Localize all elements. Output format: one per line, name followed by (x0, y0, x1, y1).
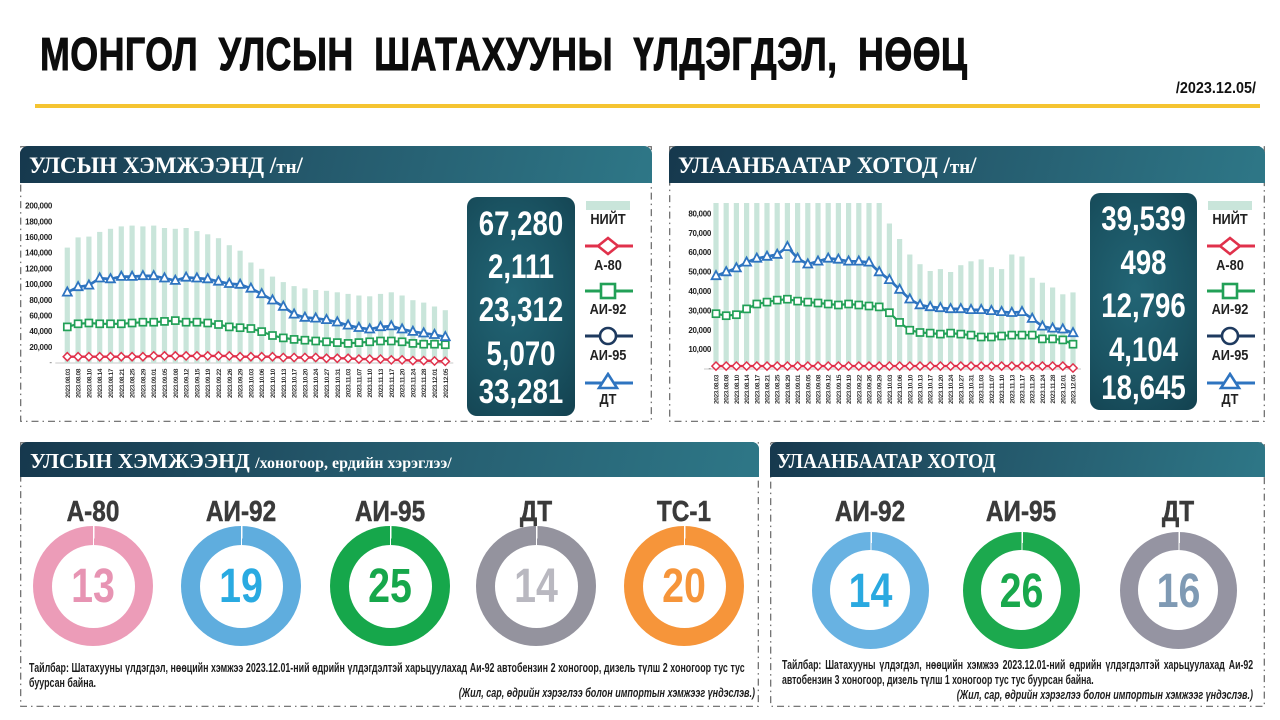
svg-text:2023.11.10: 2023.11.10 (367, 368, 374, 397)
svg-text:2023.09.15: 2023.09.15 (836, 374, 843, 404)
svg-text:2023.09.19: 2023.09.19 (846, 374, 853, 404)
svg-text:2023.10.24: 2023.10.24 (313, 368, 320, 398)
svg-text:2023.09.08: 2023.09.08 (173, 368, 180, 398)
svg-text:2023.08.14: 2023.08.14 (97, 368, 104, 398)
svg-text:2023.08.17: 2023.08.17 (754, 374, 761, 404)
svg-text:2023.09.12: 2023.09.12 (826, 374, 833, 404)
svg-text:2023.08.10: 2023.08.10 (86, 368, 93, 398)
svg-text:2023.10.20: 2023.10.20 (938, 374, 945, 404)
svg-text:-: - (49, 358, 52, 367)
svg-text:200,000: 200,000 (25, 202, 53, 211)
svg-text:60,000: 60,000 (29, 312, 53, 321)
svg-text:2023.08.08: 2023.08.08 (76, 368, 83, 398)
svg-text:2023.10.17: 2023.10.17 (292, 368, 299, 398)
svg-text:2023.10.27: 2023.10.27 (958, 374, 965, 404)
svg-text:50,000: 50,000 (688, 268, 712, 277)
svg-text:2023.11.28: 2023.11.28 (1050, 374, 1057, 403)
svg-text:2023.11.17: 2023.11.17 (389, 368, 396, 397)
svg-text:2023.10.31: 2023.10.31 (335, 368, 342, 398)
svg-text:2023.12.01: 2023.12.01 (1060, 374, 1067, 404)
svg-text:2023.12.05: 2023.12.05 (443, 368, 450, 398)
svg-text:2023.11.24: 2023.11.24 (1040, 374, 1047, 403)
svg-text:70,000: 70,000 (688, 229, 712, 238)
svg-text:2023.12.01: 2023.12.01 (432, 368, 439, 398)
svg-text:2023.08.29: 2023.08.29 (140, 368, 147, 398)
svg-text:2023.11.24: 2023.11.24 (410, 368, 417, 397)
svg-text:2023.09.29: 2023.09.29 (238, 368, 245, 398)
svg-text:2023.10.27: 2023.10.27 (324, 368, 331, 398)
svg-text:2023.12.05: 2023.12.05 (1071, 374, 1078, 404)
svg-text:2023.08.03: 2023.08.03 (714, 374, 721, 404)
svg-text:2023.11.20: 2023.11.20 (400, 368, 407, 397)
svg-text:180,000: 180,000 (25, 217, 53, 226)
svg-text:2023.10.10: 2023.10.10 (907, 374, 914, 404)
svg-text:2023.11.13: 2023.11.13 (378, 368, 385, 397)
svg-text:2023.08.21: 2023.08.21 (765, 374, 772, 404)
svg-text:10,000: 10,000 (688, 345, 712, 354)
svg-text:2023.09.26: 2023.09.26 (227, 368, 234, 398)
svg-text:2023.08.17: 2023.08.17 (108, 368, 115, 398)
svg-text:2023.08.10: 2023.08.10 (734, 374, 741, 404)
svg-text:2023.08.29: 2023.08.29 (785, 374, 792, 404)
svg-text:80,000: 80,000 (688, 209, 712, 218)
svg-text:80,000: 80,000 (29, 296, 53, 305)
svg-text:2023.09.12: 2023.09.12 (184, 368, 191, 398)
svg-text:2023.09.05: 2023.09.05 (162, 368, 169, 398)
svg-text:2023.08.03: 2023.08.03 (65, 368, 72, 398)
svg-text:2023.10.20: 2023.10.20 (302, 368, 309, 398)
svg-text:2023.09.01: 2023.09.01 (795, 374, 802, 404)
svg-text:2023.09.08: 2023.09.08 (816, 374, 823, 404)
svg-text:140,000: 140,000 (25, 249, 53, 258)
svg-text:2023.10.13: 2023.10.13 (918, 374, 925, 404)
svg-text:60,000: 60,000 (688, 248, 712, 257)
svg-text:2023.09.26: 2023.09.26 (867, 374, 874, 404)
svg-text:2023.10.06: 2023.10.06 (259, 368, 266, 398)
svg-text:2023.11.07: 2023.11.07 (356, 368, 363, 397)
svg-text:2023.08.21: 2023.08.21 (119, 368, 126, 398)
svg-text:2023.08.08: 2023.08.08 (724, 374, 731, 404)
svg-text:2023.11.03: 2023.11.03 (346, 368, 353, 397)
svg-text:2023.08.25: 2023.08.25 (130, 368, 137, 398)
svg-text:2023.11.10: 2023.11.10 (999, 374, 1006, 403)
svg-text:2023.11.20: 2023.11.20 (1030, 374, 1037, 403)
svg-text:-: - (708, 364, 711, 373)
svg-text:40,000: 40,000 (688, 287, 712, 296)
svg-text:2023.09.19: 2023.09.19 (205, 368, 212, 398)
svg-text:2023.10.03: 2023.10.03 (887, 374, 894, 404)
svg-text:120,000: 120,000 (25, 264, 53, 273)
svg-text:30,000: 30,000 (688, 306, 712, 315)
svg-text:2023.09.01: 2023.09.01 (151, 368, 158, 398)
svg-text:2023.10.10: 2023.10.10 (270, 368, 277, 398)
svg-text:2023.11.07: 2023.11.07 (989, 374, 996, 403)
svg-text:2023.09.15: 2023.09.15 (194, 368, 201, 398)
svg-text:2023.11.03: 2023.11.03 (979, 374, 986, 403)
svg-text:2023.11.13: 2023.11.13 (1009, 374, 1016, 403)
svg-text:2023.09.29: 2023.09.29 (877, 374, 884, 404)
svg-text:2023.08.25: 2023.08.25 (775, 374, 782, 404)
svg-text:2023.10.06: 2023.10.06 (897, 374, 904, 404)
svg-text:2023.09.05: 2023.09.05 (805, 374, 812, 404)
svg-text:2023.09.22: 2023.09.22 (216, 368, 223, 398)
svg-text:2023.10.17: 2023.10.17 (928, 374, 935, 404)
svg-text:2023.11.28: 2023.11.28 (421, 368, 428, 397)
svg-text:20,000: 20,000 (29, 343, 53, 352)
svg-text:20,000: 20,000 (688, 326, 712, 335)
svg-text:2023.10.31: 2023.10.31 (969, 374, 976, 404)
svg-text:160,000: 160,000 (25, 233, 53, 242)
svg-text:2023.09.22: 2023.09.22 (856, 374, 863, 404)
svg-text:40,000: 40,000 (29, 327, 53, 336)
svg-text:2023.08.14: 2023.08.14 (744, 374, 751, 404)
svg-text:100,000: 100,000 (25, 280, 53, 289)
svg-text:2023.10.13: 2023.10.13 (281, 368, 288, 398)
svg-text:2023.10.03: 2023.10.03 (248, 368, 255, 398)
svg-text:2023.11.17: 2023.11.17 (1020, 374, 1027, 403)
svg-text:2023.10.24: 2023.10.24 (948, 374, 955, 404)
